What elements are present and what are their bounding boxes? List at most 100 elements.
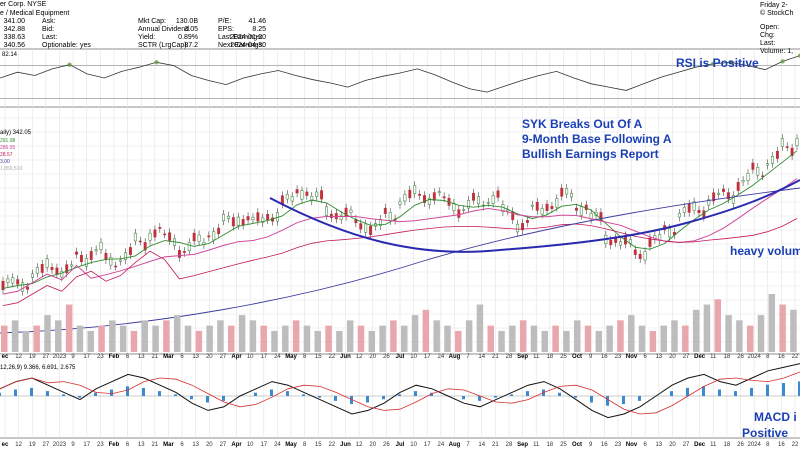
- candle-body: [535, 201, 539, 211]
- candle-body: [266, 213, 270, 221]
- volume-bar: [692, 309, 700, 352]
- volume-bar: [206, 325, 213, 352]
- macd-histogram-bar: [638, 396, 641, 401]
- volume-bar: [746, 325, 754, 352]
- volume-bar: [184, 325, 192, 352]
- x-tick-label: 8: [766, 442, 770, 448]
- candle-body: [305, 191, 309, 196]
- x-tick-label: 27: [683, 442, 690, 448]
- macd-histogram-bar: [734, 391, 737, 396]
- volume-bar: [11, 320, 19, 352]
- candle-body: [486, 202, 490, 204]
- x-tick-label: 18: [724, 354, 731, 360]
- candle-body: [726, 192, 730, 200]
- candle-body: [766, 163, 770, 166]
- header-label: Bid:: [42, 26, 55, 33]
- candle-body: [187, 242, 191, 251]
- x-tick-label: 16: [601, 354, 608, 360]
- volume-bar: [790, 309, 797, 352]
- x-tick-label: 9: [589, 354, 593, 360]
- x-tick-label: Nov: [626, 442, 638, 448]
- volume-bar: [628, 315, 635, 352]
- macd-histogram-bar: [46, 391, 49, 396]
- macd-histogram-bar: [510, 394, 513, 396]
- candle-body: [555, 198, 559, 208]
- candle-body: [516, 223, 520, 233]
- candle-body: [295, 189, 299, 194]
- x-tick-label: 7: [466, 442, 470, 448]
- volume-bar: [55, 320, 62, 352]
- candle-body: [609, 239, 613, 246]
- x-tick-label: 6: [644, 442, 648, 448]
- volume-bar: [584, 325, 592, 352]
- x-tick-label: 22: [329, 442, 336, 448]
- volume-bar: [573, 320, 581, 352]
- header-label: Yield:: [138, 34, 156, 41]
- macd-histogram-bar: [526, 391, 529, 396]
- x-tick-label: 12: [15, 354, 22, 360]
- macd-histogram-bar: [30, 387, 33, 396]
- candle-body: [109, 257, 113, 266]
- candle-body: [472, 192, 475, 201]
- header-value: 340.56: [3, 42, 25, 49]
- base-arc-line: [269, 179, 800, 253]
- candle-body: [227, 215, 230, 219]
- volume-bar: [228, 325, 235, 352]
- macd-histogram-bar: [574, 396, 577, 398]
- macd-histogram-bar: [398, 394, 401, 396]
- volume-bar: [390, 320, 397, 352]
- candle-body: [30, 273, 34, 278]
- candle-body: [756, 167, 760, 176]
- candle-body: [16, 279, 20, 285]
- candle-body: [261, 217, 265, 223]
- candle-body: [320, 190, 324, 200]
- candle-body: [462, 209, 466, 211]
- volume-bar: [455, 330, 462, 352]
- header-value: yes: [80, 42, 91, 49]
- candle-body: [476, 196, 480, 205]
- volume-bar: [595, 330, 603, 352]
- candle-body: [359, 223, 363, 230]
- candle-body: [771, 156, 774, 164]
- rsi-overbought-fill: [154, 60, 159, 65]
- header-value: 8.25: [252, 26, 266, 33]
- header-value: 2024-01-30: [230, 34, 266, 41]
- macd-annotation-line1: MACD i: [754, 410, 797, 424]
- x-tick-label: 26: [737, 354, 744, 360]
- macd-histogram-bar: [782, 383, 785, 396]
- candle-body: [60, 271, 64, 278]
- volume-bar: [487, 325, 494, 352]
- candle-body: [614, 237, 618, 243]
- candle-body: [128, 247, 132, 255]
- x-tick-label: 2023: [53, 354, 67, 360]
- candle-body: [133, 232, 137, 242]
- x-tick-label: 26: [383, 354, 390, 360]
- x-tick-label: 20: [369, 354, 376, 360]
- x-tick-label: Nov: [626, 354, 638, 360]
- x-tick-label: 14: [478, 354, 485, 360]
- candle-body: [119, 259, 123, 262]
- volume-bar: [314, 330, 321, 352]
- ma-value-label: 28.57: [0, 152, 13, 158]
- volume-bar: [725, 315, 732, 352]
- candle-body: [212, 231, 216, 241]
- header-label: P/E:: [218, 18, 232, 25]
- x-tick-label: 19: [29, 442, 36, 448]
- volume-bar: [346, 320, 354, 352]
- ma-value-label: 3.00: [0, 159, 10, 165]
- x-tick-label: 8: [766, 354, 770, 360]
- macd-histogram-bar: [622, 396, 625, 405]
- header-label: Ask:: [42, 18, 56, 25]
- ma-value-label: 291.98: [0, 138, 16, 144]
- candle-body: [26, 286, 29, 290]
- volume-bar: [325, 325, 332, 352]
- volume-bar: [682, 325, 689, 352]
- macd-signal-line: [0, 371, 800, 415]
- candle-body: [437, 191, 441, 193]
- macd-histogram-bar: [686, 387, 689, 396]
- volume-bar: [649, 330, 657, 352]
- x-tick-label: Apr: [231, 442, 242, 448]
- x-tick-label: 23: [615, 354, 622, 360]
- x-tick-label: 6: [126, 354, 130, 360]
- x-tick-label: 10: [247, 354, 254, 360]
